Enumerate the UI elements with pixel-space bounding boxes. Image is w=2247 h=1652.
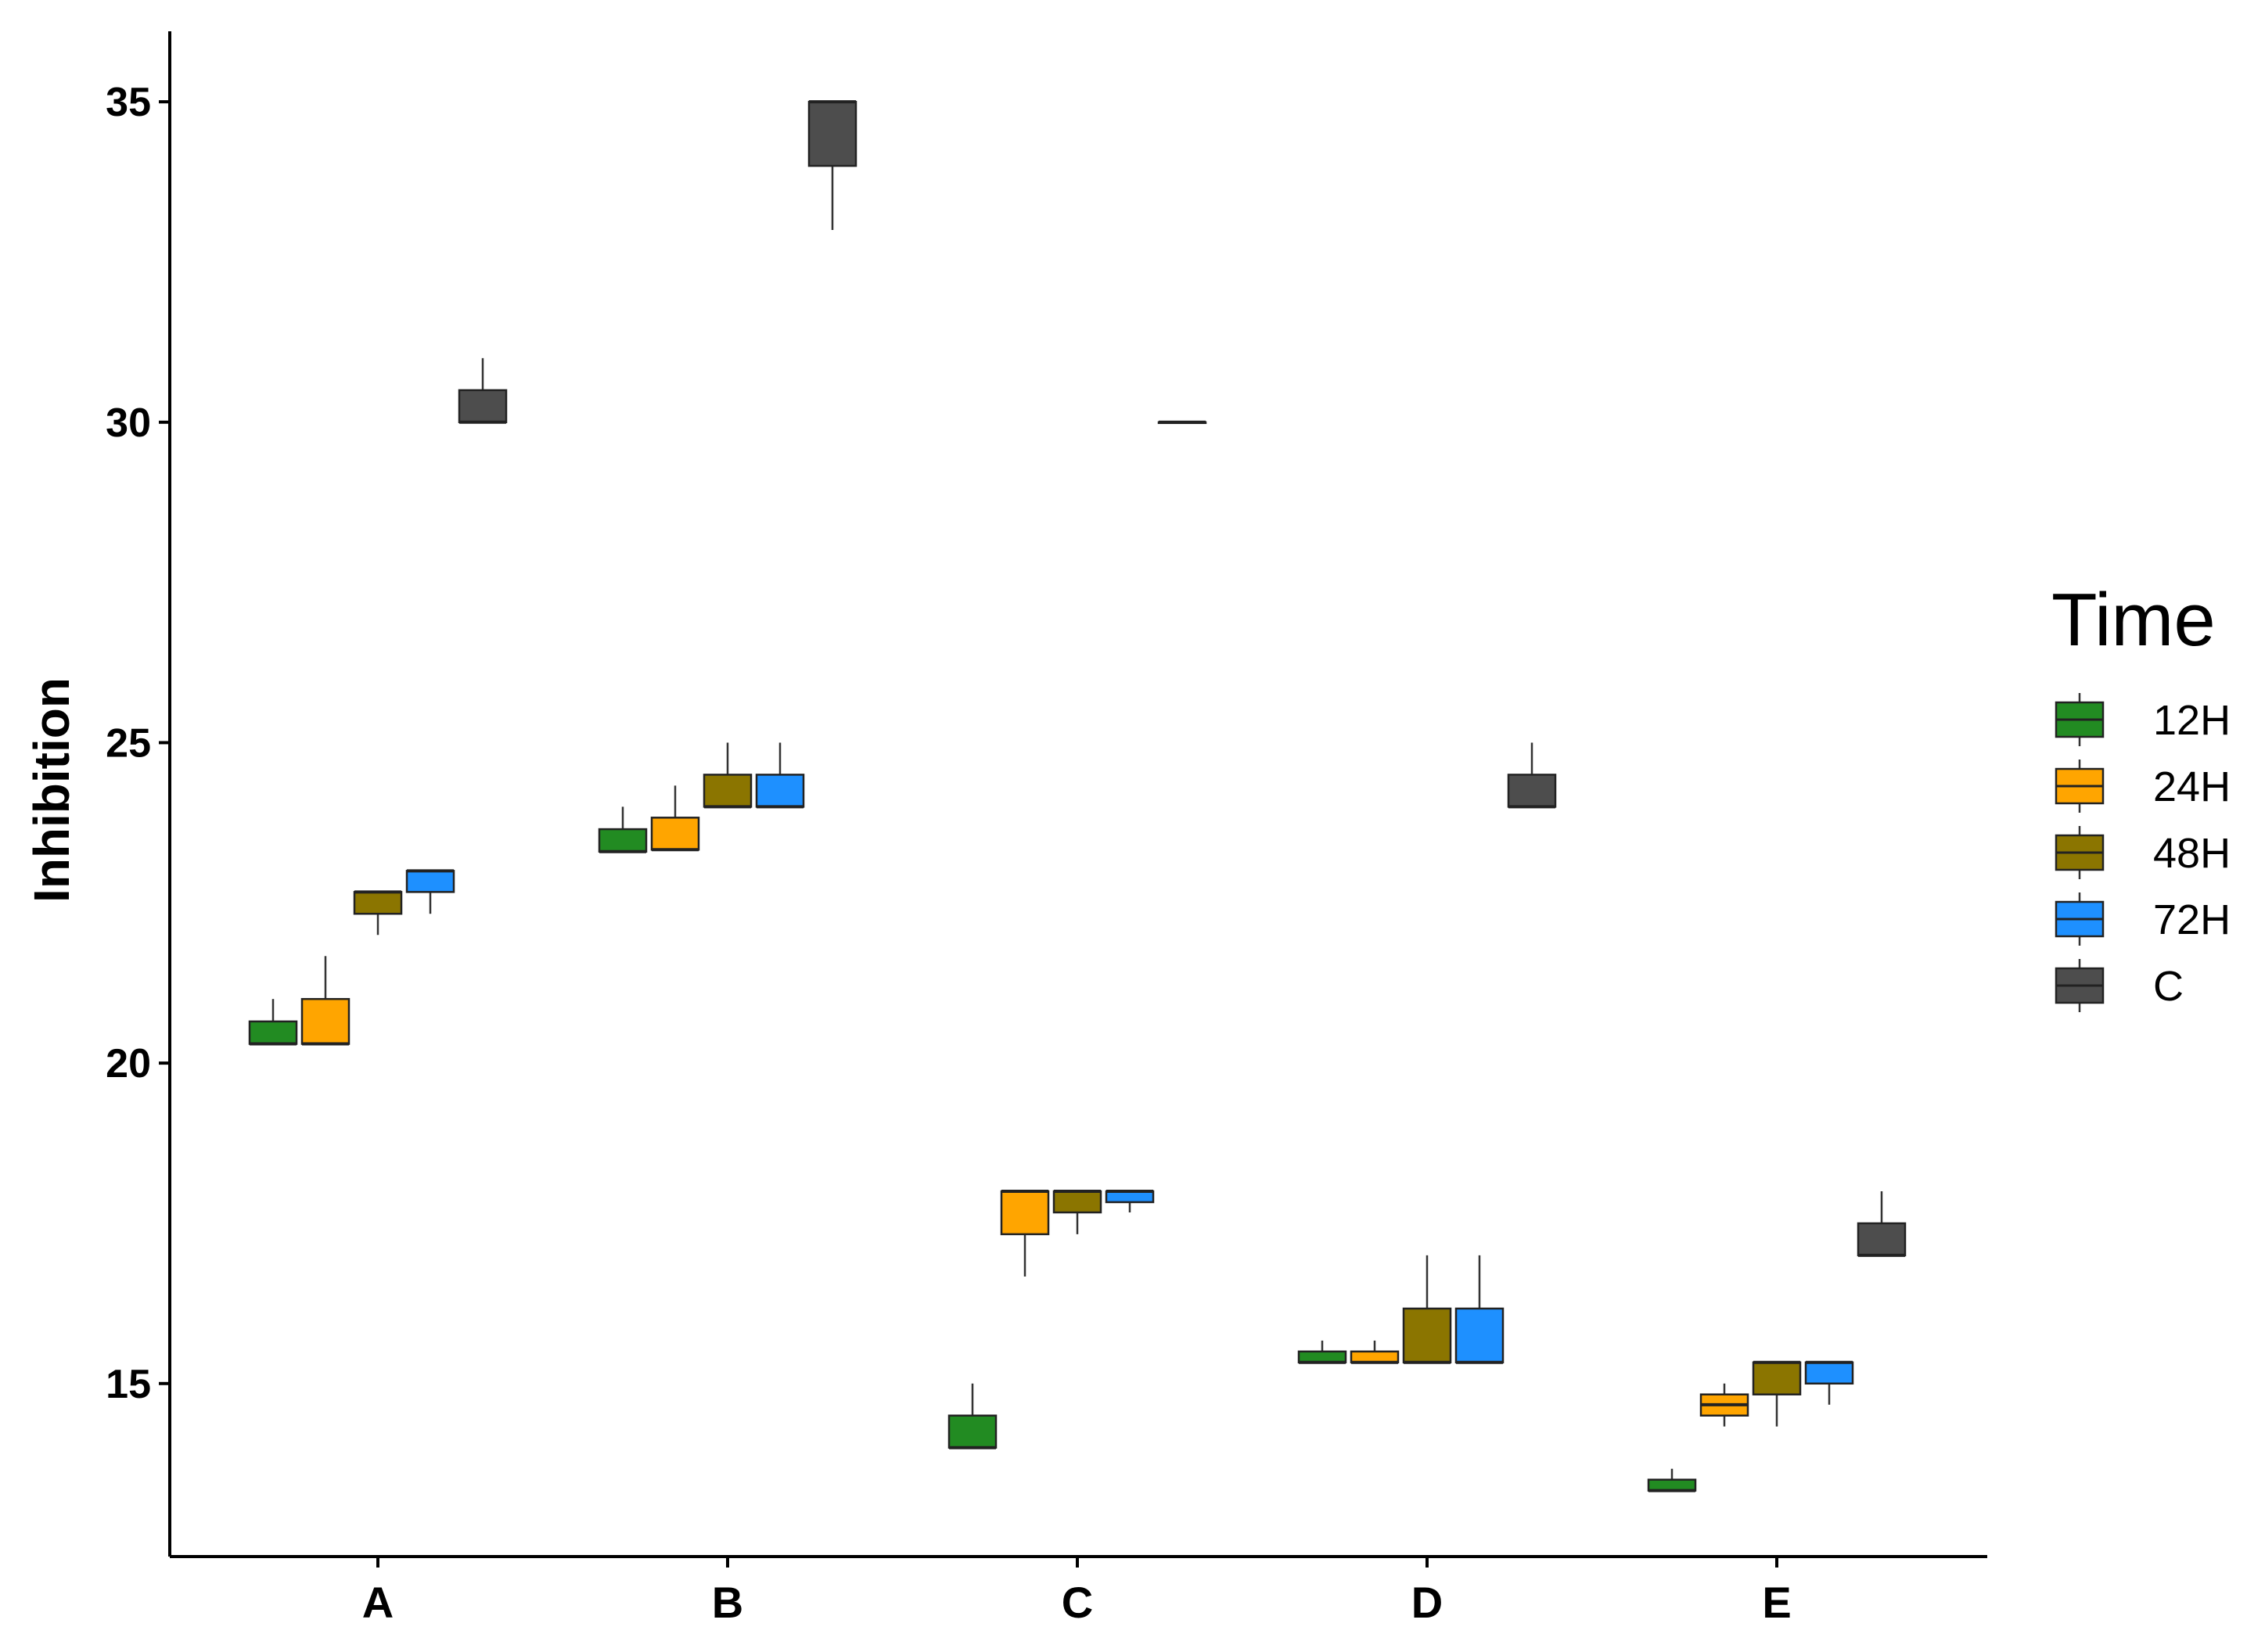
- legend-label: 48H: [2153, 830, 2231, 877]
- box-body: [1000, 1190, 1050, 1236]
- legend-item-12h: 12H: [2055, 693, 2231, 746]
- plot-area: [248, 100, 1907, 1492]
- box-24h-e: [1699, 1383, 1749, 1427]
- x-tick-label: E: [1762, 1578, 1791, 1627]
- series-24h: [300, 785, 1749, 1427]
- box-12h-e: [1647, 1468, 1697, 1492]
- box-24h-a: [300, 956, 351, 1046]
- box-body: [1297, 1350, 1347, 1363]
- box-48h-a: [353, 890, 403, 936]
- box-12h-d: [1297, 1340, 1347, 1364]
- box-body: [650, 817, 700, 851]
- box-body: [1804, 1361, 1854, 1385]
- x-tick-label: A: [362, 1578, 394, 1627]
- box-c-c: [1157, 420, 1207, 425]
- series-12h: [248, 806, 1697, 1492]
- box-c-a: [458, 357, 508, 424]
- y-tick-label: 25: [106, 720, 151, 766]
- box-12h-c: [947, 1383, 998, 1449]
- box-72h-e: [1804, 1360, 1854, 1405]
- box-body: [1647, 1478, 1697, 1492]
- legend-label: C: [2153, 963, 2184, 1010]
- box-12h-b: [598, 806, 648, 853]
- legend-label: 24H: [2153, 763, 2231, 810]
- box-72h-c: [1105, 1189, 1155, 1213]
- axes: 15 20 25 30 35 A B C D E: [106, 31, 1987, 1627]
- box-body: [807, 100, 857, 167]
- y-tick-label: 15: [106, 1362, 151, 1407]
- box-48h-e: [1752, 1360, 1802, 1427]
- series-72h: [405, 742, 1854, 1405]
- legend-item-48h: 48H: [2055, 826, 2231, 879]
- x-tick-label: C: [1062, 1578, 1093, 1627]
- y-tick-label: 20: [106, 1041, 151, 1086]
- y-axis-title: Inhibition: [23, 677, 80, 903]
- x-tick-label: D: [1411, 1578, 1443, 1627]
- box-48h-c: [1052, 1189, 1102, 1234]
- box-body: [1105, 1190, 1155, 1204]
- y-axis-ticks: 15 20 25 30 35: [106, 80, 170, 1407]
- legend-item-24h: 24H: [2055, 760, 2231, 813]
- legend-label: 12H: [2153, 697, 2231, 744]
- box-body: [1454, 1307, 1505, 1363]
- series-c: [458, 100, 1907, 1257]
- x-axis-ticks: A B C D E: [362, 1557, 1792, 1627]
- box-body: [1350, 1350, 1400, 1363]
- box-24h-b: [650, 785, 700, 852]
- legend-items: 12H 24H 48H 72H C: [2055, 693, 2231, 1012]
- box-48h-d: [1402, 1255, 1452, 1364]
- box-body: [598, 828, 648, 853]
- legend-item-c: C: [2055, 959, 2184, 1012]
- legend-title: Time: [2051, 578, 2216, 662]
- box-c-d: [1507, 742, 1557, 809]
- y-tick-label: 30: [106, 400, 151, 446]
- box-c-e: [1857, 1191, 1907, 1257]
- box-c-b: [807, 100, 857, 230]
- box-body: [947, 1414, 998, 1449]
- box-body: [300, 997, 351, 1045]
- box-12h-a: [248, 999, 298, 1046]
- box-body: [1052, 1190, 1102, 1214]
- box-body: [1507, 774, 1557, 808]
- box-72h-b: [755, 742, 805, 809]
- box-body: [1752, 1361, 1802, 1395]
- box-48h-b: [703, 742, 753, 809]
- series-48h: [353, 742, 1802, 1427]
- box-24h-c: [1000, 1189, 1050, 1277]
- box-body: [248, 1020, 298, 1045]
- box-body: [405, 870, 455, 893]
- y-tick-label: 35: [106, 80, 151, 125]
- x-tick-label: B: [712, 1578, 743, 1627]
- legend-item-72h: 72H: [2055, 892, 2231, 946]
- legend: Time 12H 24H 48H 72H C: [2051, 578, 2231, 1012]
- box-body: [755, 774, 805, 808]
- legend-label: 72H: [2153, 896, 2231, 943]
- box-body: [703, 774, 753, 808]
- box-24h-d: [1350, 1340, 1400, 1364]
- box-body: [458, 389, 508, 424]
- box-72h-d: [1454, 1255, 1505, 1364]
- box-body: [1857, 1222, 1907, 1257]
- box-72h-a: [405, 869, 455, 914]
- box-body: [1402, 1307, 1452, 1363]
- box-body: [353, 891, 403, 915]
